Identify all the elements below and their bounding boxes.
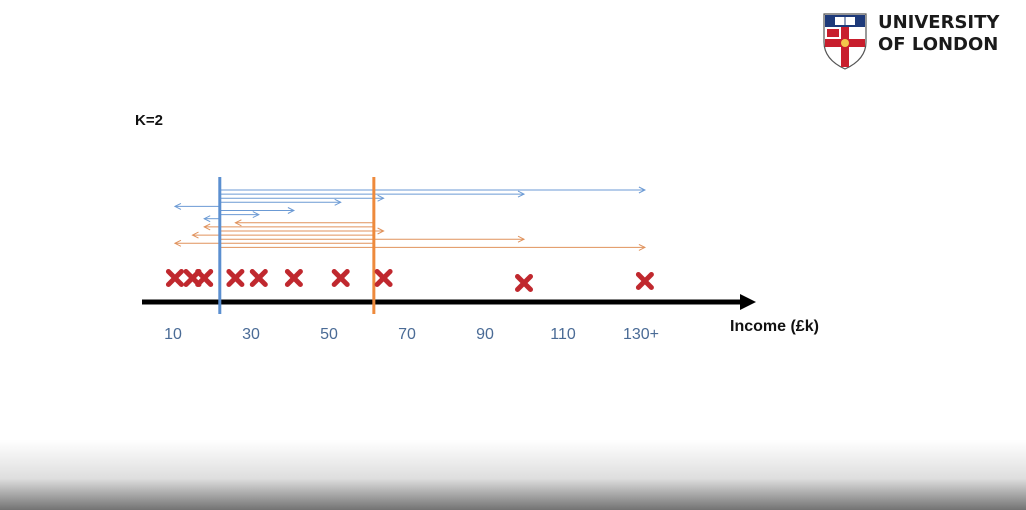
data-point-x-mark — [374, 269, 393, 287]
university-crest-icon — [823, 13, 867, 70]
tick-label: 50 — [320, 326, 338, 343]
tick-label: 90 — [476, 326, 494, 343]
university-logo: UNIVERSITY OF LONDON — [822, 12, 1012, 72]
data-point-x-mark — [249, 269, 268, 287]
distance-arrow-head — [203, 223, 211, 231]
logo-line-2: OF LONDON — [878, 34, 999, 55]
tick-label: 110 — [550, 326, 576, 343]
video-footer-shade — [0, 440, 1026, 510]
distance-arrow-head — [377, 194, 385, 202]
data-point-x-mark — [331, 269, 350, 287]
distance-arrow-head — [234, 219, 242, 227]
distance-arrow-head — [377, 227, 385, 235]
tick-label: 70 — [398, 326, 416, 343]
distance-arrow-head — [517, 190, 526, 198]
axis-title: Income (£k) — [730, 318, 819, 335]
tick-label: 10 — [164, 326, 182, 343]
distance-arrow-head — [252, 211, 260, 219]
distance-arrow-head — [334, 198, 342, 206]
distance-arrow-head — [287, 207, 296, 214]
distance-arrow-head — [203, 215, 211, 223]
data-point-x-mark — [226, 269, 245, 287]
distance-arrow-head — [173, 239, 182, 247]
logo-line-1: UNIVERSITY — [878, 12, 1000, 33]
distance-arrow-head — [638, 186, 647, 194]
data-point-x-mark — [284, 269, 303, 287]
data-point-x-mark — [635, 272, 654, 290]
data-point-x-mark — [195, 269, 214, 287]
axis-arrow-head — [740, 294, 756, 310]
data-point-x-mark — [165, 269, 184, 287]
tick-label: 130+ — [622, 326, 660, 343]
distance-arrow-head — [517, 235, 526, 243]
distance-arrow-head — [638, 243, 647, 251]
data-point-x-mark — [515, 274, 533, 292]
distance-arrow-head — [191, 231, 199, 239]
k-heading: K=2 — [135, 112, 163, 129]
distance-arrow-head — [173, 202, 182, 210]
tick-label: 30 — [242, 326, 260, 343]
